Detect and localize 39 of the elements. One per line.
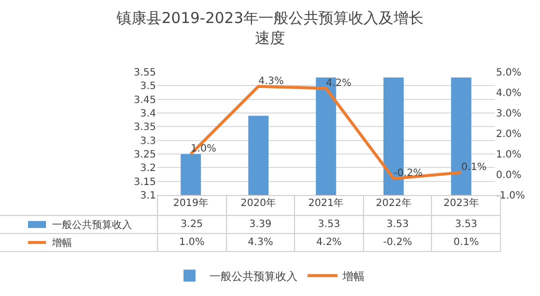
x-tick-label: 2020年 <box>240 197 276 209</box>
y-tick-label: 3.15 <box>134 176 156 188</box>
x-tick-label: 2022年 <box>376 197 412 209</box>
data-label: 0.1% <box>432 234 500 252</box>
x-tick-label: 2021年 <box>308 197 344 209</box>
y-tick-label: 3.25 <box>134 150 156 160</box>
text: 一般公共预算收入 <box>52 220 132 230</box>
line-series <box>189 84 463 180</box>
data-label: 4.2% <box>294 234 364 252</box>
data-label: 3.53 <box>432 216 500 234</box>
y-tick-label: 3.35 <box>134 122 156 134</box>
y-tick-label: 3.4 <box>140 108 156 120</box>
y-tick-label: 3.55 <box>134 68 156 78</box>
data-label: 1.0% <box>158 234 226 252</box>
y2-tick-label: -1.0% <box>496 190 526 202</box>
legend-label: 一般公共预算收入 <box>210 270 298 283</box>
text: 增幅 <box>52 238 72 248</box>
chart-title: 镇康县2019-2023年一般公共预算收入及增长速度 <box>116 8 424 48</box>
y-tick-label: 3.1 <box>140 190 156 202</box>
data-label: 4.3% <box>226 234 295 252</box>
y2-tick-label: 1.0% <box>496 150 522 160</box>
y-tick-label: 3.3 <box>140 136 156 147</box>
y-tick-label: 3.5 <box>140 81 156 92</box>
y2-tick-label: 4.0% <box>496 88 522 99</box>
y2-tick-label: 3.0% <box>496 108 522 120</box>
data-label: -0.2% <box>363 234 432 252</box>
y2-tick-label: 5.0% <box>496 68 522 78</box>
x-tick-label: 2019年 <box>173 197 209 209</box>
data-label: 3.39 <box>226 216 295 234</box>
data-label: 3.53 <box>294 216 364 234</box>
text: 4.3% <box>258 76 284 87</box>
y2-tick-label: 0.0% <box>496 170 522 181</box>
x-tick-label: 2023年 <box>443 197 479 209</box>
y-tick-label: 3.2 <box>140 163 156 174</box>
data-label: 3.25 <box>158 216 226 234</box>
y2-tick-label: 2.0% <box>496 129 522 140</box>
legend-label: 增幅 <box>342 270 364 283</box>
data-label: 3.53 <box>363 216 432 234</box>
y-tick-label: 3.45 <box>134 94 156 106</box>
